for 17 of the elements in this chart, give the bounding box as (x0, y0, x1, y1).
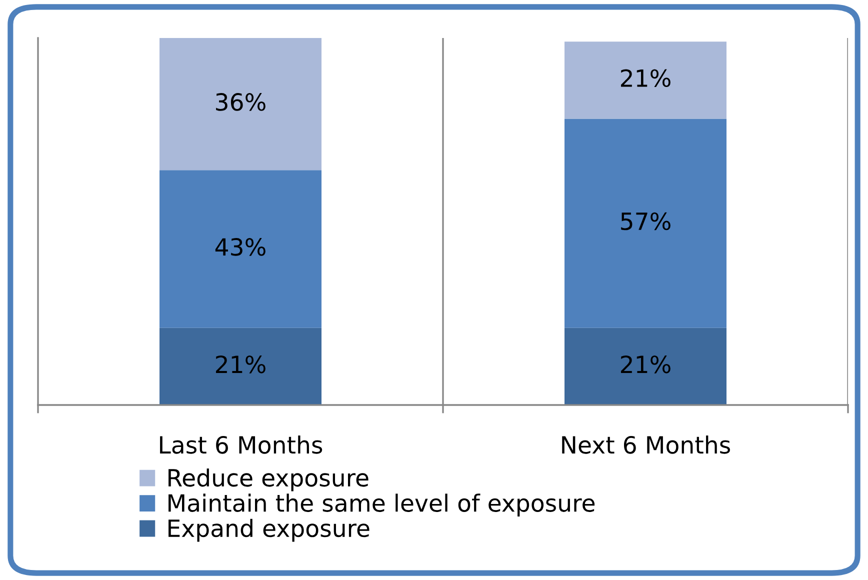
data-label: 21% (620, 355, 670, 374)
data-label: 21% (620, 69, 670, 88)
bar (564, 328, 726, 405)
data-label: 36% (216, 93, 266, 111)
data-label: 43% (215, 238, 266, 256)
bar (564, 42, 726, 119)
bar (160, 328, 322, 405)
data-label: 21% (216, 355, 266, 374)
legend-label: Reduce exposure (168, 468, 368, 492)
data-label: 57% (621, 212, 670, 230)
bar (564, 118, 726, 328)
x-tick-label: Next 6 Months (562, 436, 730, 454)
x-tick-label: Last 6 Months (160, 436, 322, 454)
legend-label: Expand exposure (168, 518, 370, 542)
bar (160, 38, 322, 170)
bar (160, 170, 322, 328)
legend-label: Maintain the same level of exposure (168, 494, 595, 517)
